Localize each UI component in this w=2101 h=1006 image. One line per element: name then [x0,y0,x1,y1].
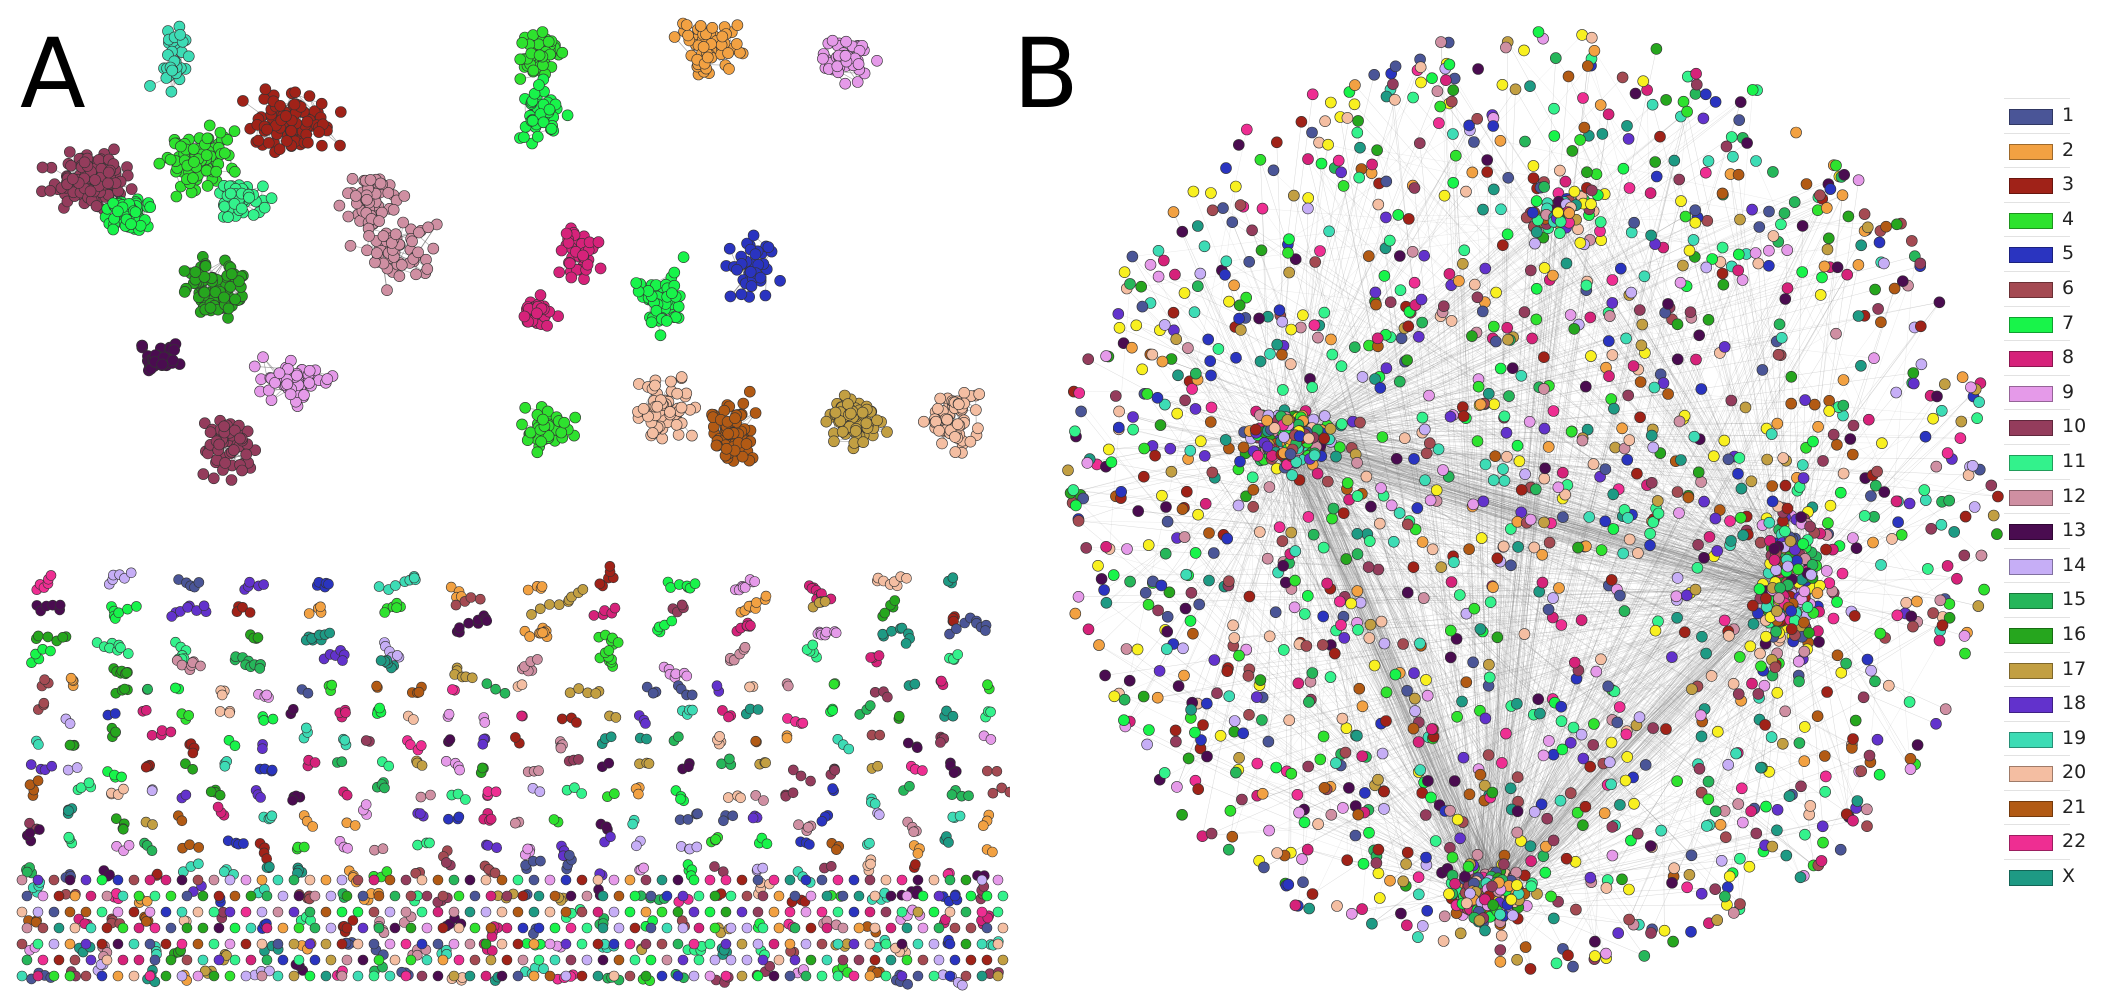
panel-a-network [16,17,1010,991]
